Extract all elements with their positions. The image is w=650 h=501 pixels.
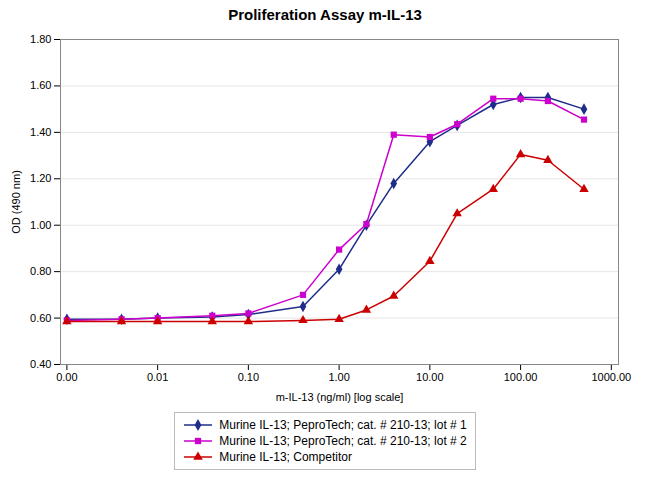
svg-text:OD (490 nm): OD (490 nm) (10, 170, 22, 234)
svg-text:0.40: 0.40 (30, 358, 51, 370)
html-text:Murine IL-13; Competitor: Murine IL-13; Competitor (219, 450, 352, 464)
svg-text:1.00: 1.00 (328, 371, 349, 383)
svg-text:1.80: 1.80 (30, 33, 51, 45)
html-text:Murine IL-13; PeproTech; cat.: Murine IL-13; PeproTech; cat. # 210-13; … (219, 434, 467, 448)
svg-text:1.20: 1.20 (30, 172, 51, 184)
svg-text:1000.00: 1000.00 (591, 371, 631, 383)
svg-text:m-IL-13 (ng/ml) [log scale]: m-IL-13 (ng/ml) [log scale] (276, 391, 404, 403)
svg-text:0.00: 0.00 (56, 371, 77, 383)
html-text:Murine IL-13; PeproTech; cat.: Murine IL-13; PeproTech; cat. # 210-13; … (219, 418, 467, 432)
svg-text:0.60: 0.60 (30, 312, 51, 324)
html-text:Proliferation Assay m-IL-13: Proliferation Assay m-IL-13 (228, 6, 422, 23)
svg-text:100.00: 100.00 (504, 371, 538, 383)
svg-text:1.60: 1.60 (30, 79, 51, 91)
svg-text:0.10: 0.10 (238, 371, 259, 383)
svg-text:1.40: 1.40 (30, 126, 51, 138)
svg-text:10.00: 10.00 (416, 371, 444, 383)
svg-text:1.00: 1.00 (30, 219, 51, 231)
svg-text:0.80: 0.80 (30, 265, 51, 277)
svg-text:0.01: 0.01 (147, 371, 168, 383)
